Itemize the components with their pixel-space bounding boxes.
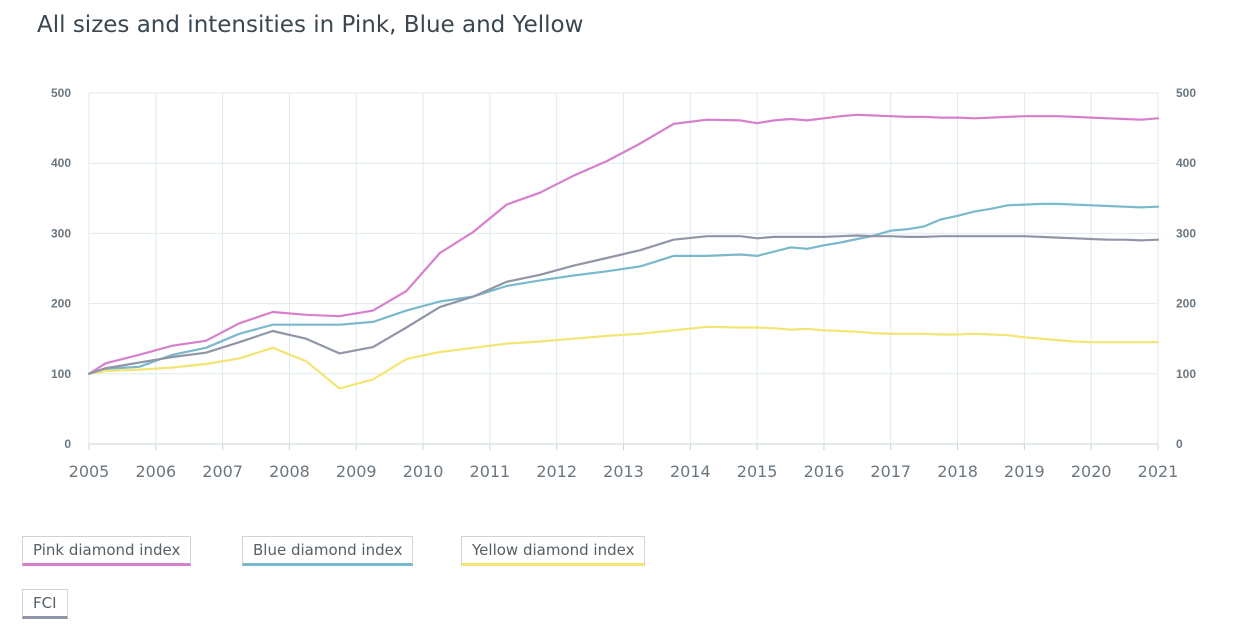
series-lines: [87, 113, 1160, 390]
legend-label: Yellow diamond index: [472, 541, 635, 559]
legend-item-pink-diamond-index[interactable]: Pink diamond index: [22, 536, 192, 566]
y-tick-label-right: 500: [1176, 86, 1196, 100]
y-tick-label-right: 400: [1176, 156, 1196, 170]
y-tick-label-left: 100: [51, 367, 71, 381]
axes: 0 0 100 100 200 200 300 300 400 400 500 500 2005 2006…: [51, 86, 1196, 481]
x-tick-label: 2007: [202, 462, 243, 481]
y-tick-label-right: 100: [1176, 367, 1196, 381]
y-tick-label-right: 0: [1176, 437, 1183, 451]
x-tick-label: 2017: [870, 462, 911, 481]
y-tick-label-left: 200: [51, 297, 71, 311]
y-tick-label-left: 400: [51, 156, 71, 170]
x-tick-label: 2018: [937, 462, 978, 481]
y-tick-label-left: 300: [51, 226, 71, 240]
x-tick-label: 2020: [1071, 462, 1112, 481]
legend-label: Blue diamond index: [253, 541, 403, 559]
chart-title: All sizes and intensities in Pink, Blue …: [37, 12, 584, 38]
legend-item-yellow-diamond-index[interactable]: Yellow diamond index: [461, 536, 646, 566]
legend-item-fci[interactable]: FCI: [22, 589, 68, 619]
x-tick-label: 2012: [536, 462, 577, 481]
x-tick-label: 2015: [737, 462, 778, 481]
x-tick-label: 2019: [1004, 462, 1045, 481]
y-tick-label-left: 0: [64, 437, 71, 451]
legend-item-blue-diamond-index[interactable]: Blue diamond index: [242, 536, 414, 566]
x-tick-label: 2016: [804, 462, 845, 481]
series-line-yellow-diamond-index: [87, 325, 1160, 390]
x-tick-label: 2013: [603, 462, 644, 481]
line-chart: 0 0 100 100 200 200 300 300 400 400 500 500 2005 2006…: [51, 86, 1196, 481]
y-tick-label-left: 500: [51, 86, 71, 100]
x-tick-label: 2009: [336, 462, 377, 481]
y-tick-label-right: 300: [1176, 226, 1196, 240]
x-tick-label: 2008: [269, 462, 310, 481]
x-tick-label: 2021: [1138, 462, 1179, 481]
x-tick-label: 2005: [69, 462, 110, 481]
x-tick-label: 2006: [135, 462, 176, 481]
series-line-fci: [87, 234, 1160, 375]
x-tick-label: 2011: [470, 462, 511, 481]
x-tick-label: 2014: [670, 462, 711, 481]
series-line-pink-diamond-index: [87, 113, 1160, 375]
legend-label: Pink diamond index: [33, 541, 181, 559]
legend-label: FCI: [33, 594, 57, 612]
y-tick-label-right: 200: [1176, 297, 1196, 311]
series-line-blue-diamond-index: [87, 202, 1160, 375]
x-tick-label: 2010: [403, 462, 444, 481]
